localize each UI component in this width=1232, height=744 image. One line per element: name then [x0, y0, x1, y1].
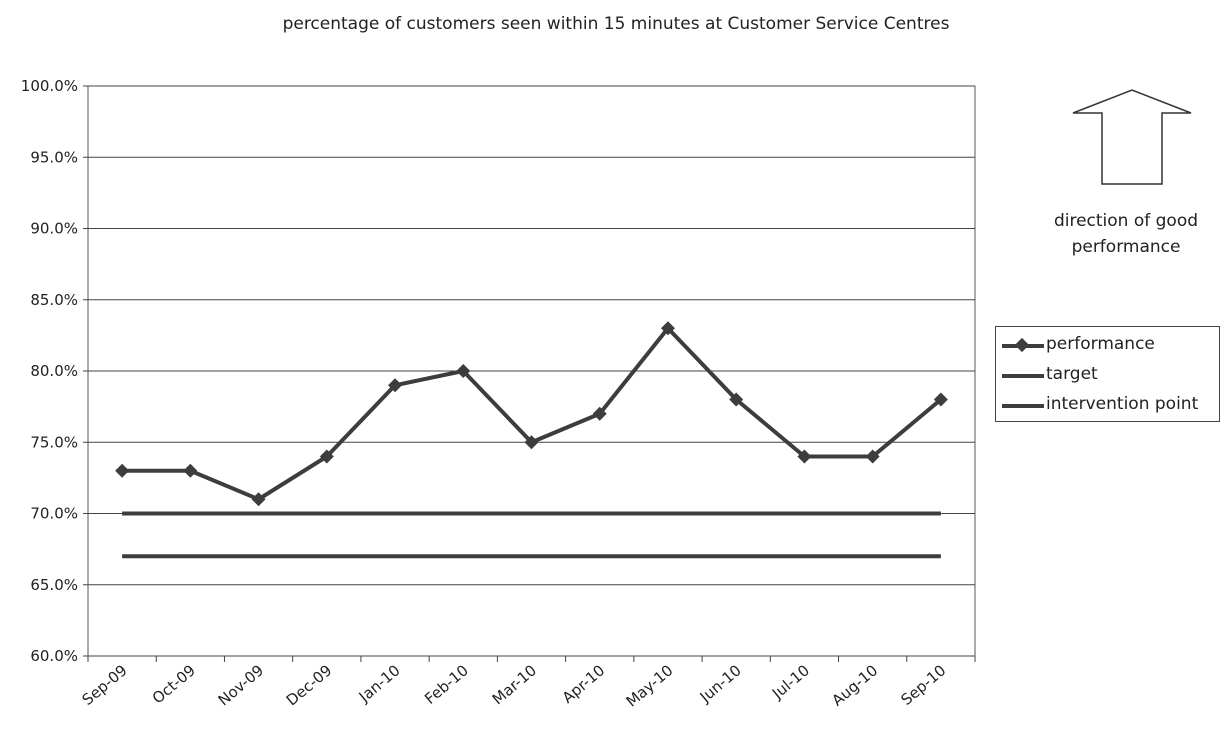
direction-of-good-performance-label: direction of good performance	[1053, 211, 1199, 257]
x-tick-label: Sep-10	[897, 661, 949, 709]
chart-title: percentage of customers seen within 15 m…	[282, 14, 950, 34]
y-tick-label: 80.0%	[30, 362, 78, 380]
legend-item-performance: performance	[996, 331, 1219, 359]
x-tick-label: Nov-09	[215, 661, 267, 709]
y-tick-label: 90.0%	[30, 220, 78, 238]
data-point-performance	[524, 435, 539, 450]
y-tick-label: 100.0%	[21, 77, 78, 95]
y-tick-label: 75.0%	[30, 433, 78, 451]
series-layer	[115, 321, 948, 559]
x-axis: Sep-09 Oct-09 Nov-09 Dec-09 Jan-10 Feb-10 Mar-…	[79, 656, 976, 711]
x-tick-label: Sep-09	[79, 661, 131, 709]
x-tick-label: Oct-09	[149, 661, 199, 707]
y-tick-label: 65.0%	[30, 576, 78, 594]
data-point-performance	[456, 364, 471, 378]
x-tick-label: Jan-10	[355, 661, 404, 706]
legend-swatch-intervention-point	[1002, 404, 1044, 408]
data-point-performance	[865, 449, 880, 464]
x-tick-label: Jun-10	[696, 661, 745, 706]
y-axis: 60.0% 65.0% 70.0% 75.0% 80.0% 85.0% 90.0% 95.0%…	[21, 77, 88, 665]
x-tick-label: Aug-10	[828, 661, 881, 709]
data-point-performance	[251, 492, 266, 507]
legend: performance target intervention point	[995, 326, 1220, 422]
data-point-performance	[592, 406, 607, 421]
legend-item-intervention-point: intervention point	[996, 391, 1219, 419]
x-tick-label: Feb-10	[421, 661, 472, 708]
diamond-marker-icon	[1014, 337, 1030, 353]
data-point-performance	[933, 392, 948, 407]
x-tick-label: Dec-09	[283, 661, 336, 709]
data-point-performance	[729, 392, 744, 407]
data-point-performance	[115, 463, 130, 478]
y-tick-label: 85.0%	[30, 291, 78, 309]
x-tick-label: Apr-10	[559, 661, 608, 707]
y-tick-label: 60.0%	[30, 647, 78, 665]
x-tick-label: Jul-10	[768, 661, 813, 703]
legend-label-intervention-point: intervention point	[1046, 394, 1199, 414]
data-point-performance	[319, 449, 334, 464]
y-tick-label: 95.0%	[30, 148, 78, 166]
y-tick-label: 70.0%	[30, 505, 78, 523]
data-point-performance	[797, 449, 812, 464]
data-point-performance	[388, 378, 403, 393]
x-tick-label: Mar-10	[489, 661, 540, 708]
up-arrow-icon	[1072, 89, 1192, 185]
legend-item-target: target	[996, 361, 1219, 389]
x-tick-label: May-10	[623, 661, 677, 710]
data-point-performance	[183, 463, 198, 478]
legend-swatch-target	[1002, 374, 1044, 378]
legend-label-target: target	[1046, 364, 1098, 384]
legend-label-performance: performance	[1046, 334, 1155, 354]
data-point-performance	[660, 321, 675, 336]
